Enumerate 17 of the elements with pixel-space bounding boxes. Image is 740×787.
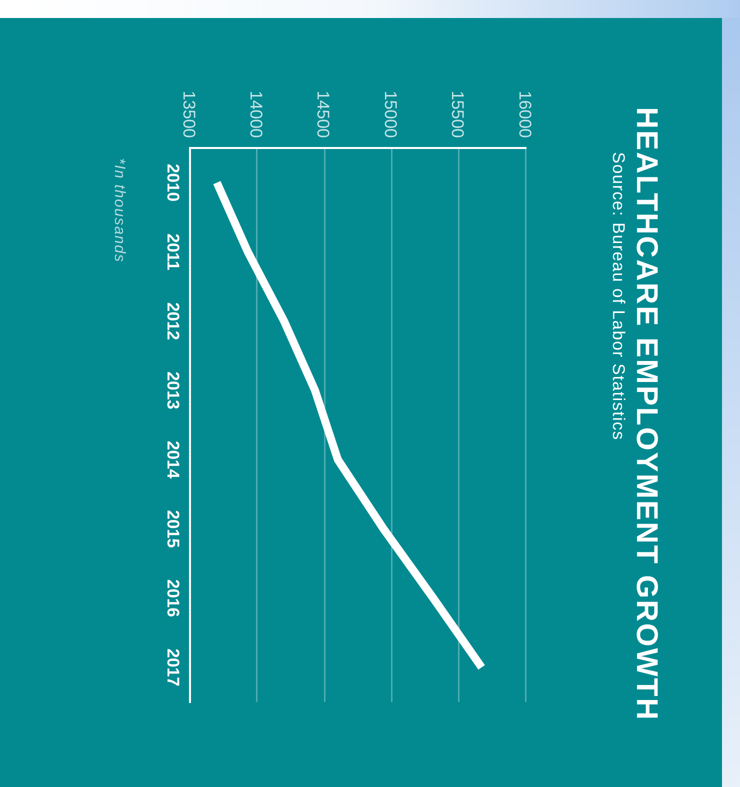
y-tick-label: 2010: [163, 164, 182, 202]
y-tick-label: 2016: [163, 579, 182, 618]
x-tick-label: 13500: [179, 90, 198, 138]
x-tick-label: 16000: [515, 90, 534, 138]
y-tick-label: 2014: [163, 440, 182, 480]
text: *In thousands: [111, 158, 128, 263]
x-tick-label: 15000: [380, 90, 400, 138]
x-tick-label: 14000: [246, 90, 266, 138]
x-tick-label: 15500: [448, 90, 468, 138]
x-tick-label: 14500: [314, 90, 333, 138]
text: Source: Bureau of Labor Statistics: [609, 152, 628, 441]
y-tick-label: 2011: [163, 233, 182, 270]
y-tick-label: 2012: [163, 302, 182, 340]
y-tick-label: 2017: [163, 648, 182, 686]
y-tick-label: 2015: [163, 510, 182, 548]
text: HEALTHCARE EMPLOYMENT GROWTH: [630, 107, 663, 722]
y-tick-label: 2013: [163, 371, 182, 410]
